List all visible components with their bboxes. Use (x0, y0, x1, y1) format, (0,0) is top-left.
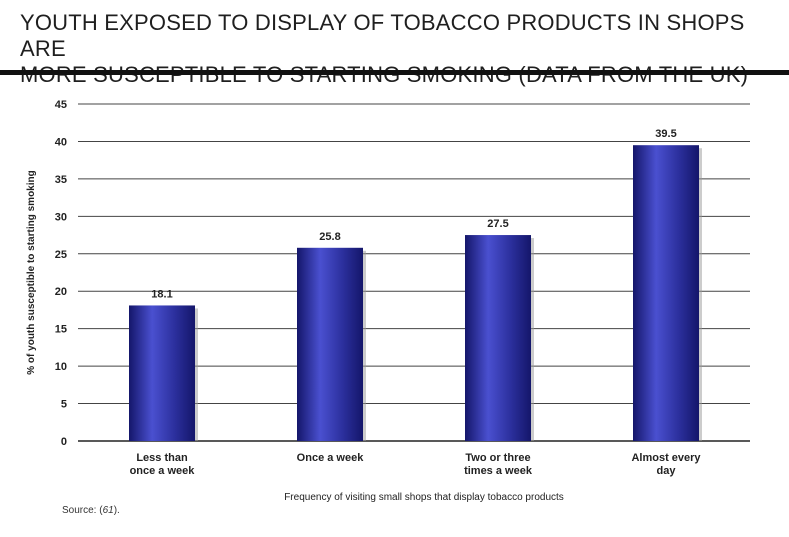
y-axis-label: % of youth susceptible to starting smoki… (26, 170, 37, 374)
y-tick-label: 5 (61, 399, 67, 411)
x-tick-label-line: once a week (130, 465, 196, 477)
bar (465, 235, 531, 441)
data-label: 27.5 (487, 218, 508, 230)
y-tick-label: 15 (55, 324, 67, 336)
x-tick-label-line: Once a week (297, 452, 365, 464)
data-label: 18.1 (151, 288, 172, 300)
x-tick-label-line: Less than (136, 452, 188, 464)
title-divider (0, 70, 789, 75)
x-tick-label: Once a week (297, 452, 365, 464)
y-tick-label: 0 (61, 436, 67, 448)
y-tick-label: 45 (55, 99, 67, 111)
title-line-1: YOUTH EXPOSED TO DISPLAY OF TOBACCO PROD… (20, 10, 745, 61)
source-suffix: ). (113, 505, 120, 516)
bar (297, 247, 363, 441)
source-reference: 61 (102, 505, 114, 516)
y-tick-label: 40 (55, 136, 67, 148)
data-label: 25.8 (319, 231, 340, 243)
y-tick-label: 10 (55, 361, 67, 373)
source-prefix: Source: ( (62, 505, 103, 516)
x-tick-label: Less than once a week (130, 452, 196, 477)
x-tick-label-line: Almost every (631, 452, 701, 464)
y-tick-label: 25 (55, 249, 67, 261)
y-tick-label: 35 (55, 174, 67, 186)
y-tick-label: 30 (55, 211, 67, 223)
y-tick-label: 20 (55, 286, 67, 298)
x-tick-label: Almost every day (631, 452, 701, 477)
x-tick-label-line: day (657, 465, 677, 477)
bar (129, 305, 195, 441)
x-axis-label: Frequency of visiting small shops that d… (284, 492, 564, 503)
x-tick-label: Two or three times a week (464, 452, 533, 477)
x-tick-label-line: Two or three (465, 452, 530, 464)
source-note: Source: (61). (62, 505, 120, 516)
data-label: 39.5 (655, 128, 676, 140)
x-tick-label-line: times a week (464, 465, 533, 477)
bar (633, 145, 699, 441)
